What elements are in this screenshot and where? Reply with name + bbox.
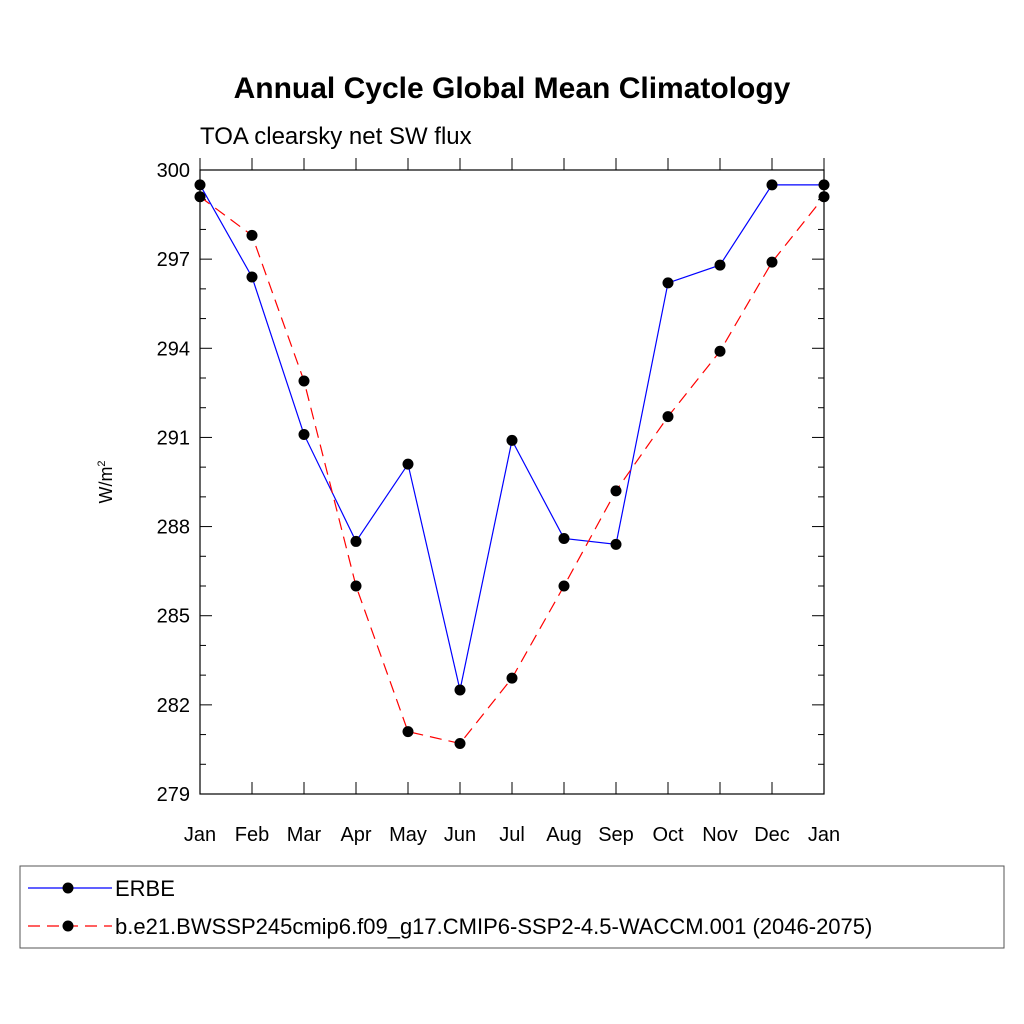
data-point (714, 345, 726, 357)
legend-swatch-marker (62, 882, 74, 894)
x-tick-label: Apr (340, 824, 371, 846)
data-point (818, 191, 830, 203)
data-point (610, 538, 622, 550)
x-tick-label: Aug (546, 824, 582, 846)
x-tick-label: May (389, 824, 427, 846)
x-tick-label: Jan (808, 824, 840, 846)
data-point (454, 684, 466, 696)
y-tick-label: 279 (157, 784, 190, 806)
data-point (818, 179, 830, 191)
data-point (558, 532, 570, 544)
data-point (246, 229, 258, 241)
data-point (402, 726, 414, 738)
data-point (298, 375, 310, 387)
data-point (194, 179, 206, 191)
x-tick-label: Mar (287, 824, 322, 846)
series-line (199, 196, 825, 745)
x-axis-ticks: Jan Feb Mar Apr May Jun Jul Aug Sep Oct Nov Dec Jan (184, 158, 840, 846)
x-tick-label: Dec (754, 824, 790, 846)
x-tick-label: Feb (235, 824, 269, 846)
y-tick-label: 291 (157, 427, 190, 449)
y-axis-label: W/m2 (96, 460, 116, 503)
data-point (350, 580, 362, 592)
legend-swatch-marker (62, 920, 74, 932)
x-tick-label: Nov (702, 824, 738, 846)
y-axis-label-unit: W/m (96, 467, 116, 504)
data-point (714, 259, 726, 271)
x-tick-label: Oct (652, 824, 684, 846)
chart-title: Annual Cycle Global Mean Climatology (234, 72, 791, 105)
y-tick-label: 300 (157, 160, 190, 182)
y-tick-label: 282 (157, 695, 190, 717)
legend-item: ERBE (28, 876, 175, 901)
data-point (350, 535, 362, 547)
data-point (766, 179, 778, 191)
data-point (506, 434, 518, 446)
axes (199, 169, 825, 795)
series-1 (194, 179, 830, 696)
data-point (662, 411, 674, 423)
legend-box (19, 865, 1005, 949)
legend-label: ERBE (115, 876, 175, 901)
y-tick-label: 297 (157, 249, 190, 271)
legend-label: b.e21.BWSSP245cmip6.f09_g17.CMIP6-SSP2-4… (115, 914, 872, 939)
x-tick-label: Sep (598, 824, 634, 846)
data-point (506, 672, 518, 684)
data-point (246, 271, 258, 283)
data-point (662, 277, 674, 289)
series-group (194, 179, 830, 749)
x-tick-label: Jun (444, 824, 476, 846)
plot-frame (199, 169, 825, 795)
y-tick-label: 288 (157, 517, 190, 539)
y-axis-label-superscript: 2 (96, 460, 108, 466)
y-tick-label: 294 (157, 338, 190, 360)
data-point (766, 256, 778, 268)
y-tick-label: 285 (157, 606, 190, 628)
data-point (402, 458, 414, 470)
x-tick-label: Jan (184, 824, 216, 846)
legend: ERBE b.e21.BWSSP245cmip6.f09_g17.CMIP6-SS… (19, 865, 1005, 949)
x-tick-label: Jul (499, 824, 525, 846)
series-2 (194, 191, 830, 749)
y-axis-ticks: 279 282 285 288 291 294 297 300 (157, 160, 824, 806)
legend-items: ERBE b.e21.BWSSP245cmip6.f09_g17.CMIP6-SS… (28, 876, 872, 939)
data-point (454, 737, 466, 749)
data-point (558, 580, 570, 592)
chart-subtitle: TOA clearsky net SW flux (200, 123, 472, 150)
data-point (298, 428, 310, 440)
data-point (194, 191, 206, 203)
data-point (610, 485, 622, 497)
legend-item: b.e21.BWSSP245cmip6.f09_g17.CMIP6-SSP2-4… (28, 914, 872, 939)
